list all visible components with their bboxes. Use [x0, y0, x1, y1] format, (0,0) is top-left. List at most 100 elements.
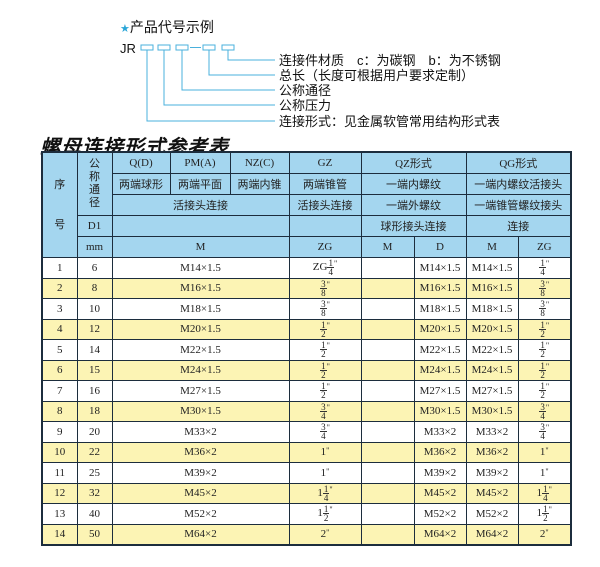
header-qg-zg: ZG [517, 236, 572, 258]
inch-mark: " [545, 341, 550, 351]
cell-m-thread: M20×1.5 [111, 318, 290, 340]
cell-nominal-dn: 12 [76, 318, 113, 340]
inch-mark: " [545, 300, 550, 310]
header-mm: mm [76, 236, 113, 258]
cell-seq: 5 [41, 339, 78, 361]
cell-gz-zg: 1 2 " [288, 380, 362, 402]
inch-mark: " [326, 382, 330, 392]
cell-qz-d: M22×1.5 [413, 339, 467, 361]
cell-gz-zg: 1 2 " [288, 359, 362, 381]
numerator: 3 [539, 401, 546, 412]
inch-mark: " [326, 423, 330, 433]
whole-number: 1 [536, 507, 543, 520]
cell-qz-d: M33×2 [413, 421, 467, 443]
cell-qg-zg: 1 2 " [517, 380, 572, 402]
label-connection: 连接形式：见金属软管常用结构形式表 [279, 114, 501, 129]
header-d1: D1 [76, 215, 113, 237]
cell-nominal-dn: 18 [76, 400, 113, 422]
cell-m-thread: M64×2 [111, 523, 290, 546]
cell-qz-d: M16×1.5 [413, 277, 467, 299]
cell-qg-zg: 2" [517, 523, 572, 546]
header-qz-desc2: 一端外螺纹 [360, 194, 467, 216]
denominator: 2 [321, 349, 326, 360]
code-box [221, 44, 235, 51]
cell-qz-m [360, 400, 415, 422]
product-code-diagram [140, 44, 275, 122]
cell-qz-d: M30×1.5 [413, 400, 467, 422]
nut-connection-table: 序号 公称通径 Q(D) PM(A) NZ(C) GZ QZ形式 QG形式 两端… [41, 151, 573, 546]
whole-number: 2 [320, 528, 327, 541]
inch-mark: " [326, 402, 330, 412]
denominator: 4 [328, 267, 333, 278]
cell-m-thread: M27×1.5 [111, 380, 290, 402]
inch-mark: " [548, 484, 552, 494]
cell-gz-zg: 3 4 " [288, 421, 362, 443]
numerator: 1 [327, 258, 334, 269]
header-gz-desc: 两端锥管 [288, 173, 362, 195]
denominator: 8 [321, 287, 326, 298]
denominator: 4 [321, 410, 326, 421]
cell-seq: 7 [41, 380, 78, 402]
leader-line [227, 50, 275, 61]
denominator: 2 [540, 369, 545, 380]
header-empty [111, 215, 290, 237]
numerator: 1 [322, 504, 330, 515]
inch-mark: " [326, 320, 330, 330]
header-union-connection: 活接头连接 [111, 194, 290, 216]
numerator: 3 [539, 299, 546, 310]
cell-qz-d: M64×2 [413, 523, 467, 546]
cell-seq: 12 [41, 482, 78, 504]
cell-m-thread: M39×2 [111, 462, 290, 484]
cell-gz-zg: 3 4 " [288, 400, 362, 422]
numerator: 1 [542, 483, 549, 494]
denominator: 2 [540, 328, 545, 339]
table-row: 1 6 M14×1.5 ZG 1 4 " M14×1.5 M14×1.5 1 4 " [41, 257, 572, 279]
cell-seq: 2 [41, 277, 78, 299]
cell-qz-m [360, 359, 415, 381]
header-qg-desc3: 连接 [465, 215, 572, 237]
denominator: 4 [540, 431, 545, 442]
cell-seq: 4 [41, 318, 78, 340]
cell-qz-d: M52×2 [413, 503, 467, 525]
numerator: 1 [320, 340, 327, 351]
denominator: 4 [323, 492, 329, 503]
cell-qz-d: M14×1.5 [413, 257, 467, 279]
header-qg-m: M [465, 236, 519, 258]
header-pm-desc: 两端平面 [169, 173, 231, 195]
header-q-desc: 两端球形 [111, 173, 171, 195]
label-diameter: 公称通径 [279, 83, 332, 98]
leader-line [181, 50, 275, 91]
label-pressure: 公称压力 [279, 98, 332, 113]
whole-number: 1 [317, 507, 323, 520]
cell-nominal-dn: 40 [76, 503, 113, 525]
denominator: 8 [540, 287, 545, 298]
inch-mark: " [545, 466, 549, 476]
cell-qz-d: M27×1.5 [413, 380, 467, 402]
cell-seq: 3 [41, 298, 78, 320]
cell-qz-m [360, 298, 415, 320]
header-gz: GZ [288, 151, 362, 174]
inch-mark: " [329, 505, 333, 515]
cell-nominal-dn: 6 [76, 257, 113, 279]
whole-number: 1 [317, 486, 323, 499]
header-empty [288, 215, 362, 237]
cell-qg-m: M27×1.5 [465, 380, 519, 402]
cell-qz-d: M45×2 [413, 482, 467, 504]
inch-mark: " [545, 382, 550, 392]
cell-m-thread: M22×1.5 [111, 339, 290, 361]
denominator: 2 [321, 328, 326, 339]
header-seq: 序号 [41, 151, 78, 258]
numerator: 3 [539, 422, 546, 433]
cell-gz-zg: 1 1 2 " [288, 503, 362, 525]
thread-prefix: ZG [312, 261, 328, 274]
cell-qz-m [360, 462, 415, 484]
cell-gz-zg: 1 2 " [288, 339, 362, 361]
denominator: 2 [321, 390, 326, 401]
cell-qg-zg: 1 2 " [517, 339, 572, 361]
